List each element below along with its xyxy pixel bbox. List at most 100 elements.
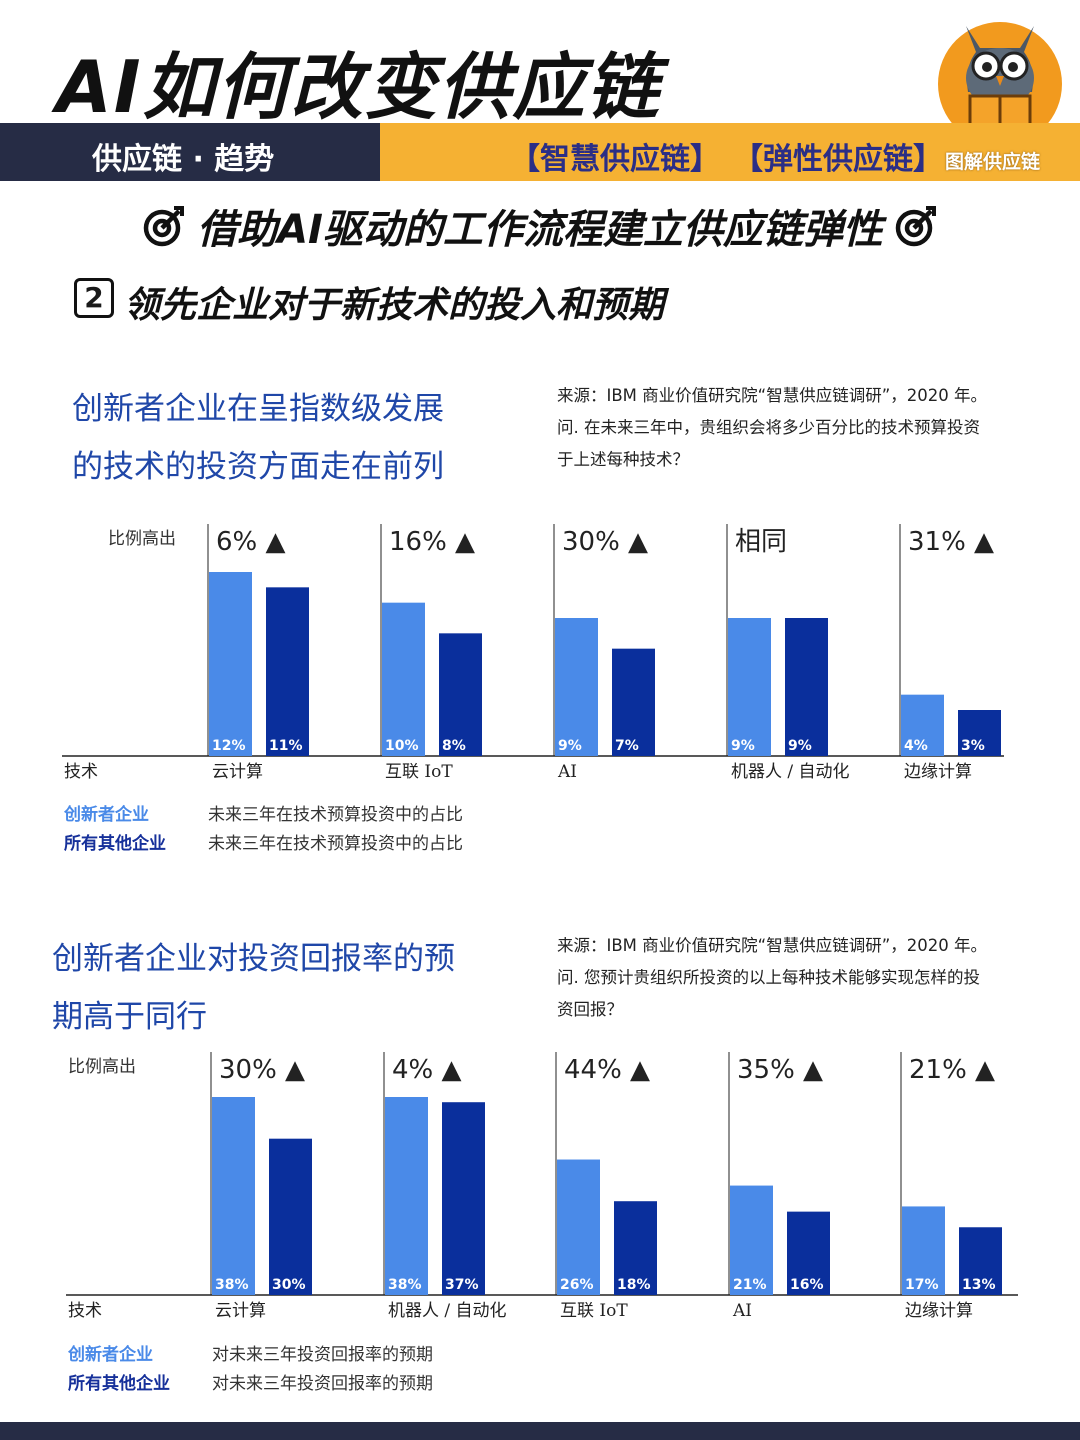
- bar-value-label: 9%: [731, 738, 755, 754]
- bar-value-label: 8%: [442, 738, 466, 754]
- bar: [785, 618, 828, 756]
- bar-value-label: 4%: [904, 738, 928, 754]
- legend-label-others: 所有其他企业: [64, 834, 166, 854]
- category-label: 云计算: [212, 762, 263, 782]
- difference-label: 44% ▲: [564, 1055, 650, 1085]
- bar-value-label: 12%: [212, 738, 246, 754]
- legend-row-others: 所有其他企业 对未来三年投资回报率的预期: [68, 1370, 433, 1399]
- banner-category-label: 供应链 · 趋势: [92, 142, 275, 177]
- chart1-source-line1: 来源：IBM 商业价值研究院“智慧供应链调研”，2020 年。: [557, 386, 987, 405]
- chart2-heading: 创新者企业对投资回报率的预 期高于同行: [52, 930, 455, 1046]
- ratio-label: 比例高出: [68, 1057, 136, 1077]
- bar: [959, 1227, 1002, 1295]
- chart1-heading-line1: 创新者企业在呈指数级发展: [72, 391, 444, 427]
- chart2-source: 来源：IBM 商业价值研究院“智慧供应链调研”，2020 年。 问. 您预计贵组…: [557, 930, 1027, 1026]
- brand-label: 图解供应链: [945, 151, 1041, 173]
- bar: [728, 618, 771, 756]
- bar: [958, 710, 1001, 756]
- bar-value-label: 38%: [388, 1277, 422, 1293]
- bar-value-label: 10%: [385, 738, 419, 754]
- tag-resilient-supply-chain: 【弹性供应链】: [733, 142, 943, 177]
- bar-value-label: 37%: [445, 1277, 479, 1293]
- chart2-legend: 创新者企业 对未来三年投资回报率的预期 所有其他企业 对未来三年投资回报率的预期: [68, 1341, 433, 1399]
- axis-label: 技术: [64, 762, 98, 782]
- difference-label: 相同: [735, 527, 787, 557]
- header-banner: 供应链 · 趋势 【智慧供应链】 【弹性供应链】: [0, 123, 1080, 181]
- bar-value-label: 21%: [733, 1277, 767, 1293]
- bar: [382, 602, 425, 756]
- difference-label: 21% ▲: [909, 1055, 995, 1085]
- bar-value-label: 16%: [790, 1277, 824, 1293]
- chart1-heading: 创新者企业在呈指数级发展 的技术的投资方面走在前列: [72, 380, 444, 496]
- bar: [612, 648, 655, 756]
- category-label: 机器人 / 自动化: [731, 762, 850, 782]
- chart1-heading-line2: 的技术的投资方面走在前列: [72, 449, 444, 485]
- bar: [266, 587, 309, 756]
- bar-value-label: 17%: [905, 1277, 939, 1293]
- bar: [385, 1097, 428, 1295]
- legend-row-innovator: 创新者企业 未来三年在技术预算投资中的占比: [64, 801, 463, 830]
- tag-smart-supply-chain: 【智慧供应链】: [510, 142, 720, 177]
- difference-label: 31% ▲: [908, 527, 994, 557]
- category-label: 边缘计算: [905, 1301, 973, 1321]
- legend-label-innovator: 创新者企业: [64, 805, 149, 825]
- chart2-heading-line2: 期高于同行: [52, 999, 207, 1035]
- bar: [902, 1206, 945, 1295]
- legend-label-innovator: 创新者企业: [68, 1345, 153, 1365]
- difference-label: 6% ▲: [216, 527, 286, 557]
- difference-label: 4% ▲: [392, 1055, 462, 1085]
- category-label: 互联 IoT: [385, 762, 453, 782]
- bar-value-label: 7%: [615, 738, 639, 754]
- chart1-legend: 创新者企业 未来三年在技术预算投资中的占比 所有其他企业 未来三年在技术预算投资…: [64, 801, 463, 859]
- category-label: 机器人 / 自动化: [388, 1301, 507, 1321]
- bar-value-label: 13%: [962, 1277, 996, 1293]
- chart1-source-line3: 于上述每种技术？: [557, 450, 689, 469]
- bar-value-label: 38%: [215, 1277, 249, 1293]
- bar: [209, 572, 252, 756]
- chart2-source-line2: 问. 您预计贵组织所投资的以上每种技术能够实现怎样的投: [557, 968, 980, 987]
- chart2-heading-line1: 创新者企业对投资回报率的预: [52, 941, 455, 977]
- bar: [212, 1097, 255, 1295]
- bar: [901, 694, 944, 756]
- category-label: 边缘计算: [904, 762, 972, 782]
- chart2-source-line1: 来源：IBM 商业价值研究院“智慧供应链调研”，2020 年。: [557, 936, 987, 955]
- bar-value-label: 11%: [269, 738, 303, 754]
- bar-value-label: 26%: [560, 1277, 594, 1293]
- section-number: 2: [74, 278, 114, 318]
- chart1-source: 来源：IBM 商业价值研究院“智慧供应链调研”，2020 年。 问. 在未来三年…: [557, 380, 1027, 476]
- bar: [787, 1211, 830, 1295]
- bar-value-label: 30%: [272, 1277, 306, 1293]
- bar: [442, 1102, 485, 1295]
- bar-value-label: 9%: [788, 738, 812, 754]
- chart2-source-line3: 资回报？: [557, 1000, 623, 1019]
- legend-label-others: 所有其他企业: [68, 1374, 170, 1394]
- category-label: AI: [732, 1301, 752, 1321]
- bar-value-label: 3%: [961, 738, 985, 754]
- bar: [614, 1201, 657, 1295]
- legend-desc-innovator: 对未来三年投资回报率的预期: [212, 1345, 433, 1365]
- bar: [269, 1138, 312, 1295]
- legend-row-others: 所有其他企业 未来三年在技术预算投资中的占比: [64, 830, 463, 859]
- subtitle: 借助AI驱动的工作流程建立供应链弹性: [140, 198, 940, 254]
- target-icon: [895, 206, 936, 247]
- category-label: AI: [557, 762, 577, 782]
- bar: [555, 618, 598, 756]
- bar: [730, 1185, 773, 1295]
- difference-label: 35% ▲: [737, 1055, 823, 1085]
- target-icon: [143, 206, 185, 247]
- bar: [439, 633, 482, 756]
- category-label: 互联 IoT: [560, 1301, 628, 1321]
- difference-label: 30% ▲: [562, 527, 648, 557]
- category-label: 云计算: [215, 1301, 266, 1321]
- difference-label: 16% ▲: [389, 527, 475, 557]
- banner-category: 供应链 · 趋势: [0, 123, 380, 181]
- subtitle-text: 借助AI驱动的工作流程建立供应链弹性: [197, 207, 883, 253]
- section-title: 领先企业对于新技术的投入和预期: [124, 285, 665, 326]
- legend-row-innovator: 创新者企业 对未来三年投资回报率的预期: [68, 1341, 433, 1370]
- ratio-label: 比例高出: [108, 529, 176, 549]
- legend-desc-others: 对未来三年投资回报率的预期: [212, 1374, 433, 1394]
- bar-value-label: 9%: [558, 738, 582, 754]
- page-title: AI如何改变供应链: [56, 45, 661, 129]
